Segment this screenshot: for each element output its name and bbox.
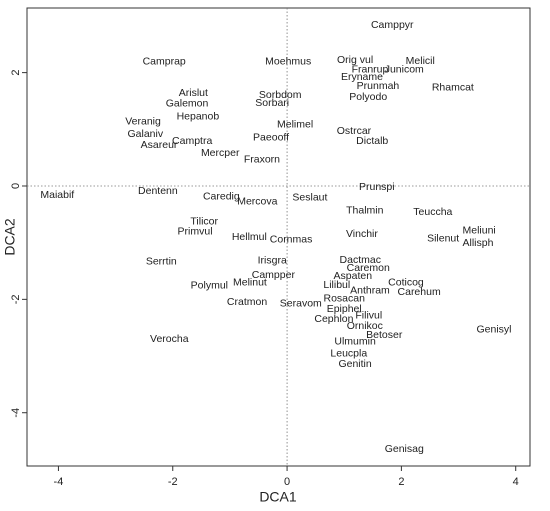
x-tick-label: 0 bbox=[284, 476, 290, 488]
point-label: Melicil bbox=[406, 55, 435, 67]
point-label: Hepanob bbox=[177, 111, 220, 123]
point-label: Betoser bbox=[366, 329, 403, 341]
point-label: Mercper bbox=[201, 147, 240, 159]
point-label: Caremon bbox=[347, 262, 390, 274]
point-label: Genitin bbox=[338, 358, 371, 370]
point-label: Polyodo bbox=[349, 91, 387, 103]
point-label: Aspaten bbox=[334, 270, 373, 282]
point-label: Rosacan bbox=[324, 293, 366, 305]
point-label: Meliuni bbox=[462, 225, 495, 237]
point-label: Campper bbox=[252, 269, 296, 281]
point-label: Hellmul bbox=[232, 231, 267, 243]
point-label: Ulmumin bbox=[334, 336, 376, 348]
point-label: Primvul bbox=[178, 226, 213, 238]
y-tick-label: 0 bbox=[10, 183, 22, 189]
x-tick-label: 2 bbox=[398, 476, 404, 488]
point-label: Vinchir bbox=[346, 228, 378, 240]
x-tick-label: -2 bbox=[168, 476, 178, 488]
point-label: Ostrcar bbox=[337, 125, 372, 137]
point-label: Rhamcat bbox=[432, 82, 474, 94]
point-label: Anthram bbox=[350, 285, 390, 297]
point-label: Melinut bbox=[233, 277, 267, 289]
y-tick-label: -2 bbox=[10, 294, 22, 304]
point-label: Dactmac bbox=[340, 254, 381, 266]
point-label: Coticog bbox=[388, 277, 424, 289]
y-tick-label: 2 bbox=[10, 70, 22, 76]
point-label: Paeooff bbox=[253, 132, 289, 144]
point-label: Sorbari bbox=[255, 97, 289, 109]
point-label: Prunmah bbox=[357, 80, 400, 92]
point-label: Filivul bbox=[355, 310, 382, 322]
point-label: Dictalb bbox=[356, 135, 388, 147]
y-axis-label: DCA2 bbox=[2, 218, 18, 256]
point-label: Eryname bbox=[341, 71, 383, 83]
point-label: Allisph bbox=[463, 237, 494, 249]
point-label: Caredig bbox=[203, 191, 240, 203]
point-label: Carehum bbox=[398, 286, 441, 298]
point-label: Polymul bbox=[191, 280, 228, 292]
point-label: Seravom bbox=[280, 298, 322, 310]
point-label: Lilibul bbox=[323, 279, 350, 291]
point-label: Cephlon bbox=[314, 313, 353, 325]
point-label: Camprap bbox=[143, 56, 186, 68]
point-label: Seslaut bbox=[292, 192, 327, 204]
point-label: Veranig bbox=[125, 116, 161, 128]
point-label: Arislut bbox=[179, 87, 208, 99]
point-label: Mercova bbox=[237, 196, 277, 208]
point-label: Galaniv bbox=[128, 128, 164, 140]
x-tick-label: -4 bbox=[54, 476, 64, 488]
point-label: Orig vul bbox=[337, 54, 373, 66]
point-label: Galemon bbox=[166, 98, 209, 110]
point-label: Epiphel bbox=[327, 303, 362, 315]
point-label: Cornmas bbox=[270, 234, 313, 246]
point-label: Verocha bbox=[150, 333, 189, 345]
x-axis-label: DCA1 bbox=[259, 489, 297, 505]
point-label: Camppyr bbox=[371, 19, 414, 31]
point-label: Genisyl bbox=[476, 324, 511, 336]
point-label: Prunspi bbox=[359, 181, 395, 193]
point-label: Leucpla bbox=[330, 348, 367, 360]
plot-frame bbox=[26, 7, 531, 467]
point-label: Moehmus bbox=[265, 56, 311, 68]
point-label: Fraxorn bbox=[244, 154, 280, 166]
point-label: Serrtin bbox=[146, 256, 177, 268]
point-label: Genisag bbox=[385, 443, 424, 455]
point-label: Teuccha bbox=[413, 206, 452, 218]
point-label: Maiabif bbox=[40, 189, 74, 201]
point-label: Camptra bbox=[172, 135, 212, 147]
point-label: Ornikoc bbox=[347, 320, 383, 332]
point-label: Asareur bbox=[141, 139, 178, 151]
point-label: Thalmin bbox=[346, 205, 384, 217]
point-label: Cratmon bbox=[227, 296, 267, 308]
point-label: Tilicor bbox=[190, 215, 218, 227]
point-label: Franrup bbox=[352, 64, 389, 76]
y-tick-label: -4 bbox=[10, 408, 22, 418]
point-label: Junicom bbox=[385, 64, 424, 76]
point-label: Irisgra bbox=[258, 255, 287, 267]
point-label: Silenut bbox=[427, 232, 459, 244]
x-tick-label: 4 bbox=[513, 476, 519, 488]
point-label: Sorbdom bbox=[259, 89, 302, 101]
point-label: Melimel bbox=[277, 119, 313, 131]
point-label: Dentenn bbox=[138, 185, 178, 197]
